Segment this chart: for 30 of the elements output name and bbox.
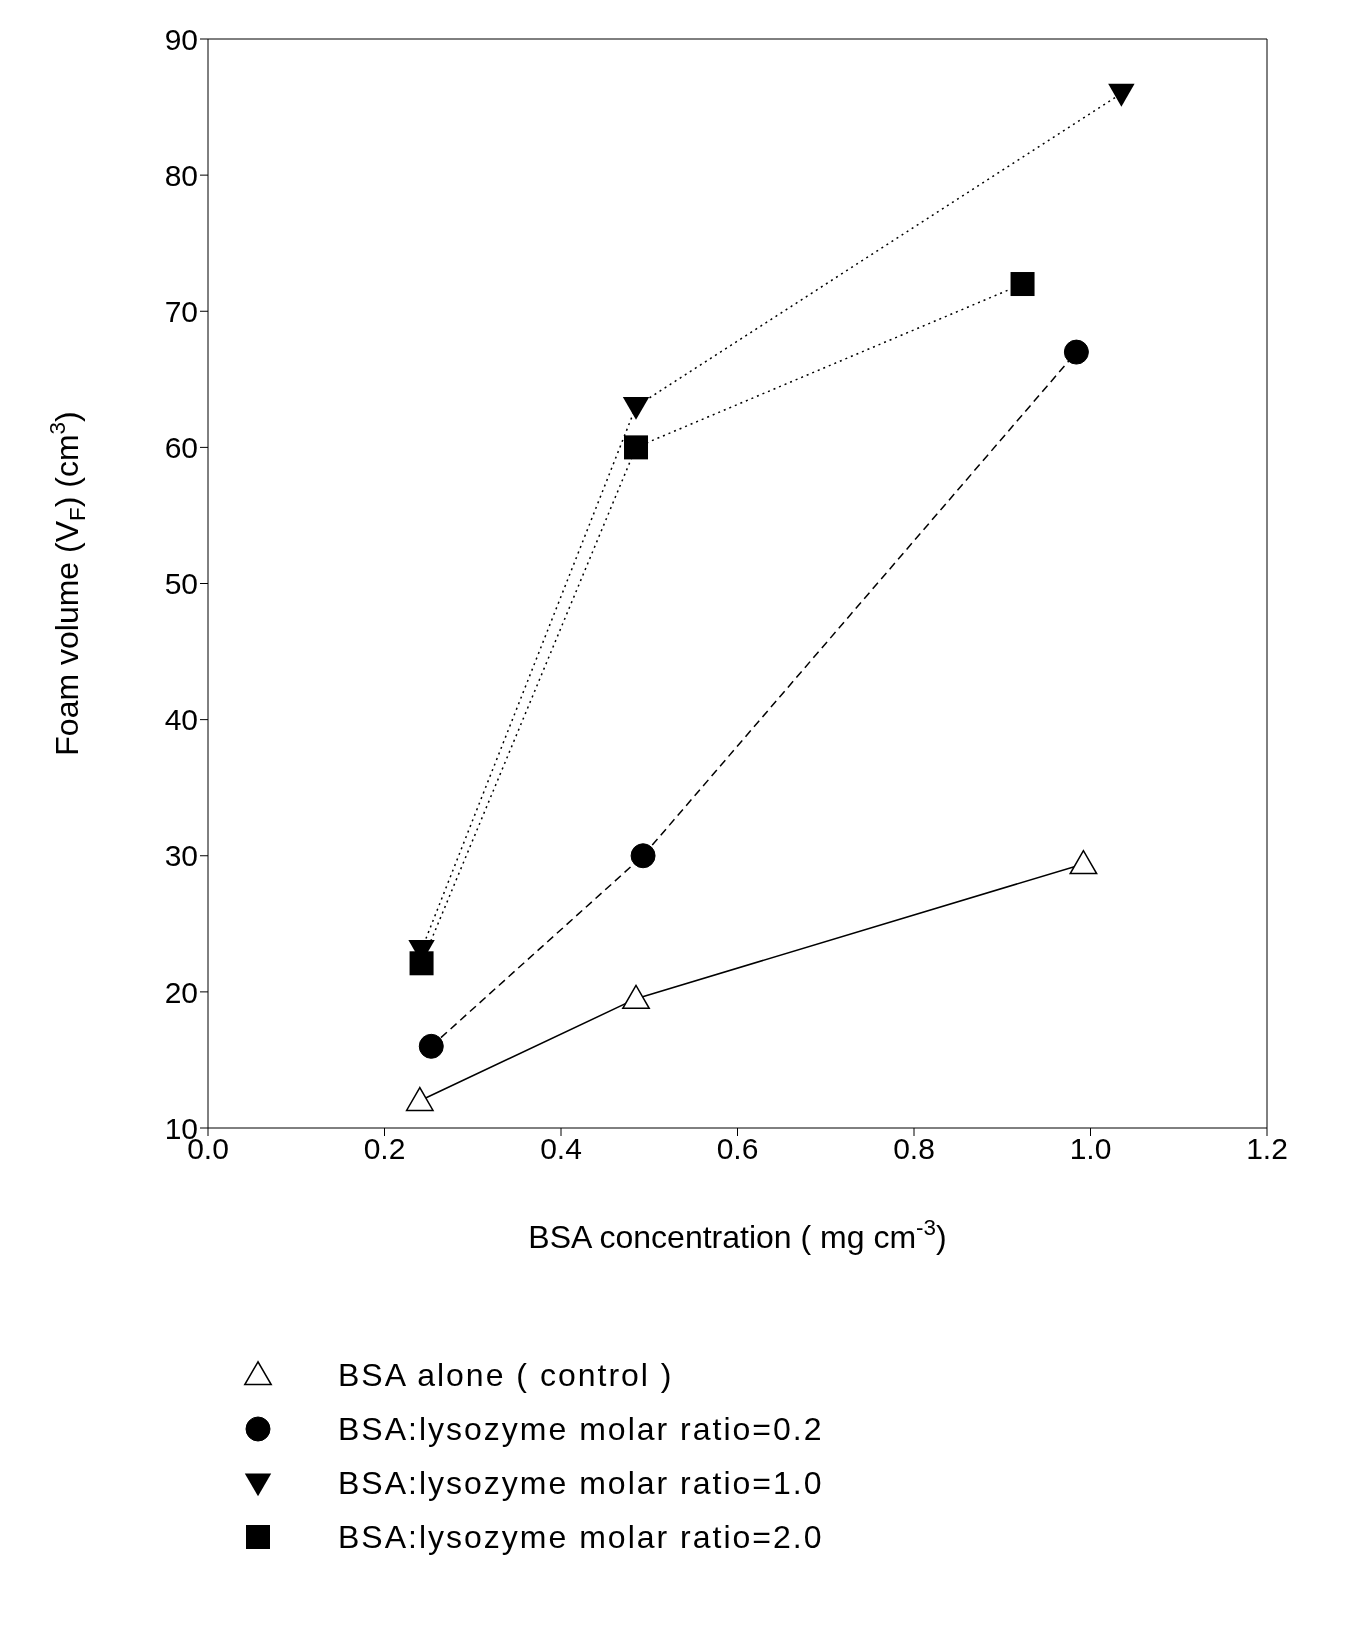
y-tick-label: 30	[164, 839, 198, 873]
point	[1108, 83, 1135, 107]
point	[409, 951, 434, 976]
x-tick-label: 0.2	[363, 1132, 406, 1166]
y-tick-label: 70	[164, 294, 198, 328]
point	[1010, 272, 1035, 297]
legend-label: BSA:lysozyme molar ratio=1.0	[338, 1464, 824, 1502]
legend-label: BSA:lysozyme molar ratio=0.2	[338, 1410, 824, 1448]
point	[624, 435, 649, 460]
x-tick-label: 0.8	[893, 1132, 935, 1166]
y-tick-label: 60	[164, 431, 198, 465]
point	[1063, 339, 1089, 365]
point	[405, 1086, 434, 1112]
point	[622, 396, 650, 420]
x-axis-title: BSA concentration ( mg cm$^{-3}$)	[528, 1214, 947, 1255]
point	[622, 984, 650, 1010]
point	[1069, 849, 1098, 875]
legend-label: BSA:lysozyme molar ratio=2.0	[338, 1518, 824, 1556]
x-tick-label: 0.4	[540, 1132, 582, 1166]
x-tick-label: 0.6	[716, 1132, 759, 1166]
y-tick-label: 20	[164, 975, 198, 1009]
y-tick-label: 90	[164, 22, 198, 56]
legend-label: BSA alone ( control )	[338, 1356, 674, 1394]
y-tick-label: 40	[164, 703, 198, 737]
x-tick-label: 1.2	[1246, 1132, 1288, 1166]
x-tick-label: 1.0	[1069, 1132, 1112, 1166]
y-tick-label: 50	[164, 567, 198, 601]
point	[630, 843, 656, 869]
point	[418, 1033, 444, 1059]
y-tick-label: 80	[164, 158, 198, 192]
